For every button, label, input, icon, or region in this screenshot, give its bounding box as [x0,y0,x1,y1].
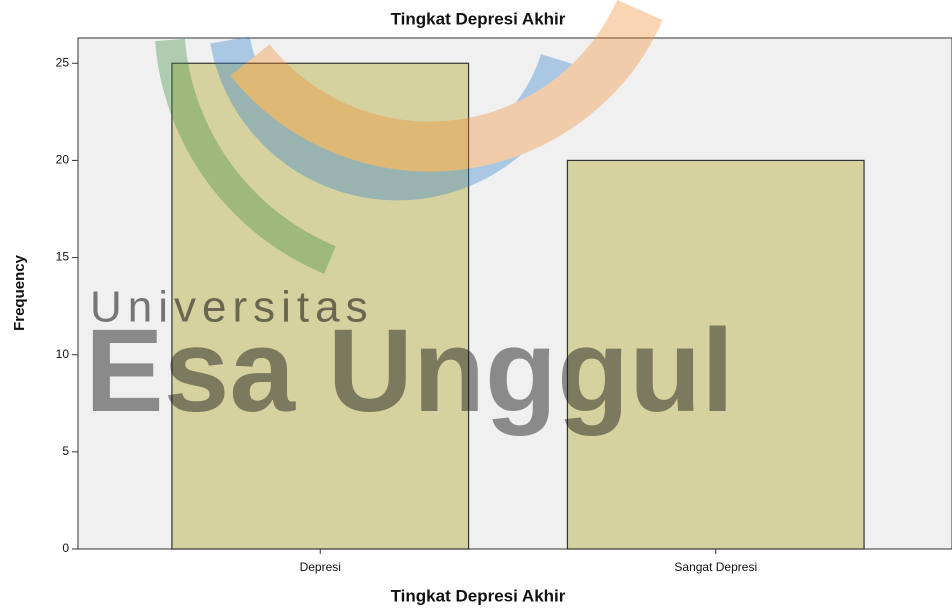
y-axis-label: Frequency [11,254,28,331]
y-tick-label: 5 [62,444,69,458]
y-tick-label: 25 [56,55,70,69]
chart-title: Tingkat Depresi Akhir [391,9,566,28]
watermark-arc [230,0,663,172]
y-tick-label: 20 [56,153,70,167]
watermark [155,0,663,274]
watermark-arc [210,36,580,201]
x-axis-label: Tingkat Depresi Akhir [391,586,566,605]
watermark-text: Universitas [90,283,374,332]
y-tick-label: 10 [56,347,70,361]
y-tick-label: 0 [62,541,69,555]
watermark-arc [155,38,336,274]
x-tick-label: Sangat Depresi [674,560,757,574]
y-tick-label: 15 [56,250,70,264]
bar [171,62,470,550]
x-tick-label: Depresi [300,560,341,574]
watermark-text: Esa Unggul [85,305,734,437]
